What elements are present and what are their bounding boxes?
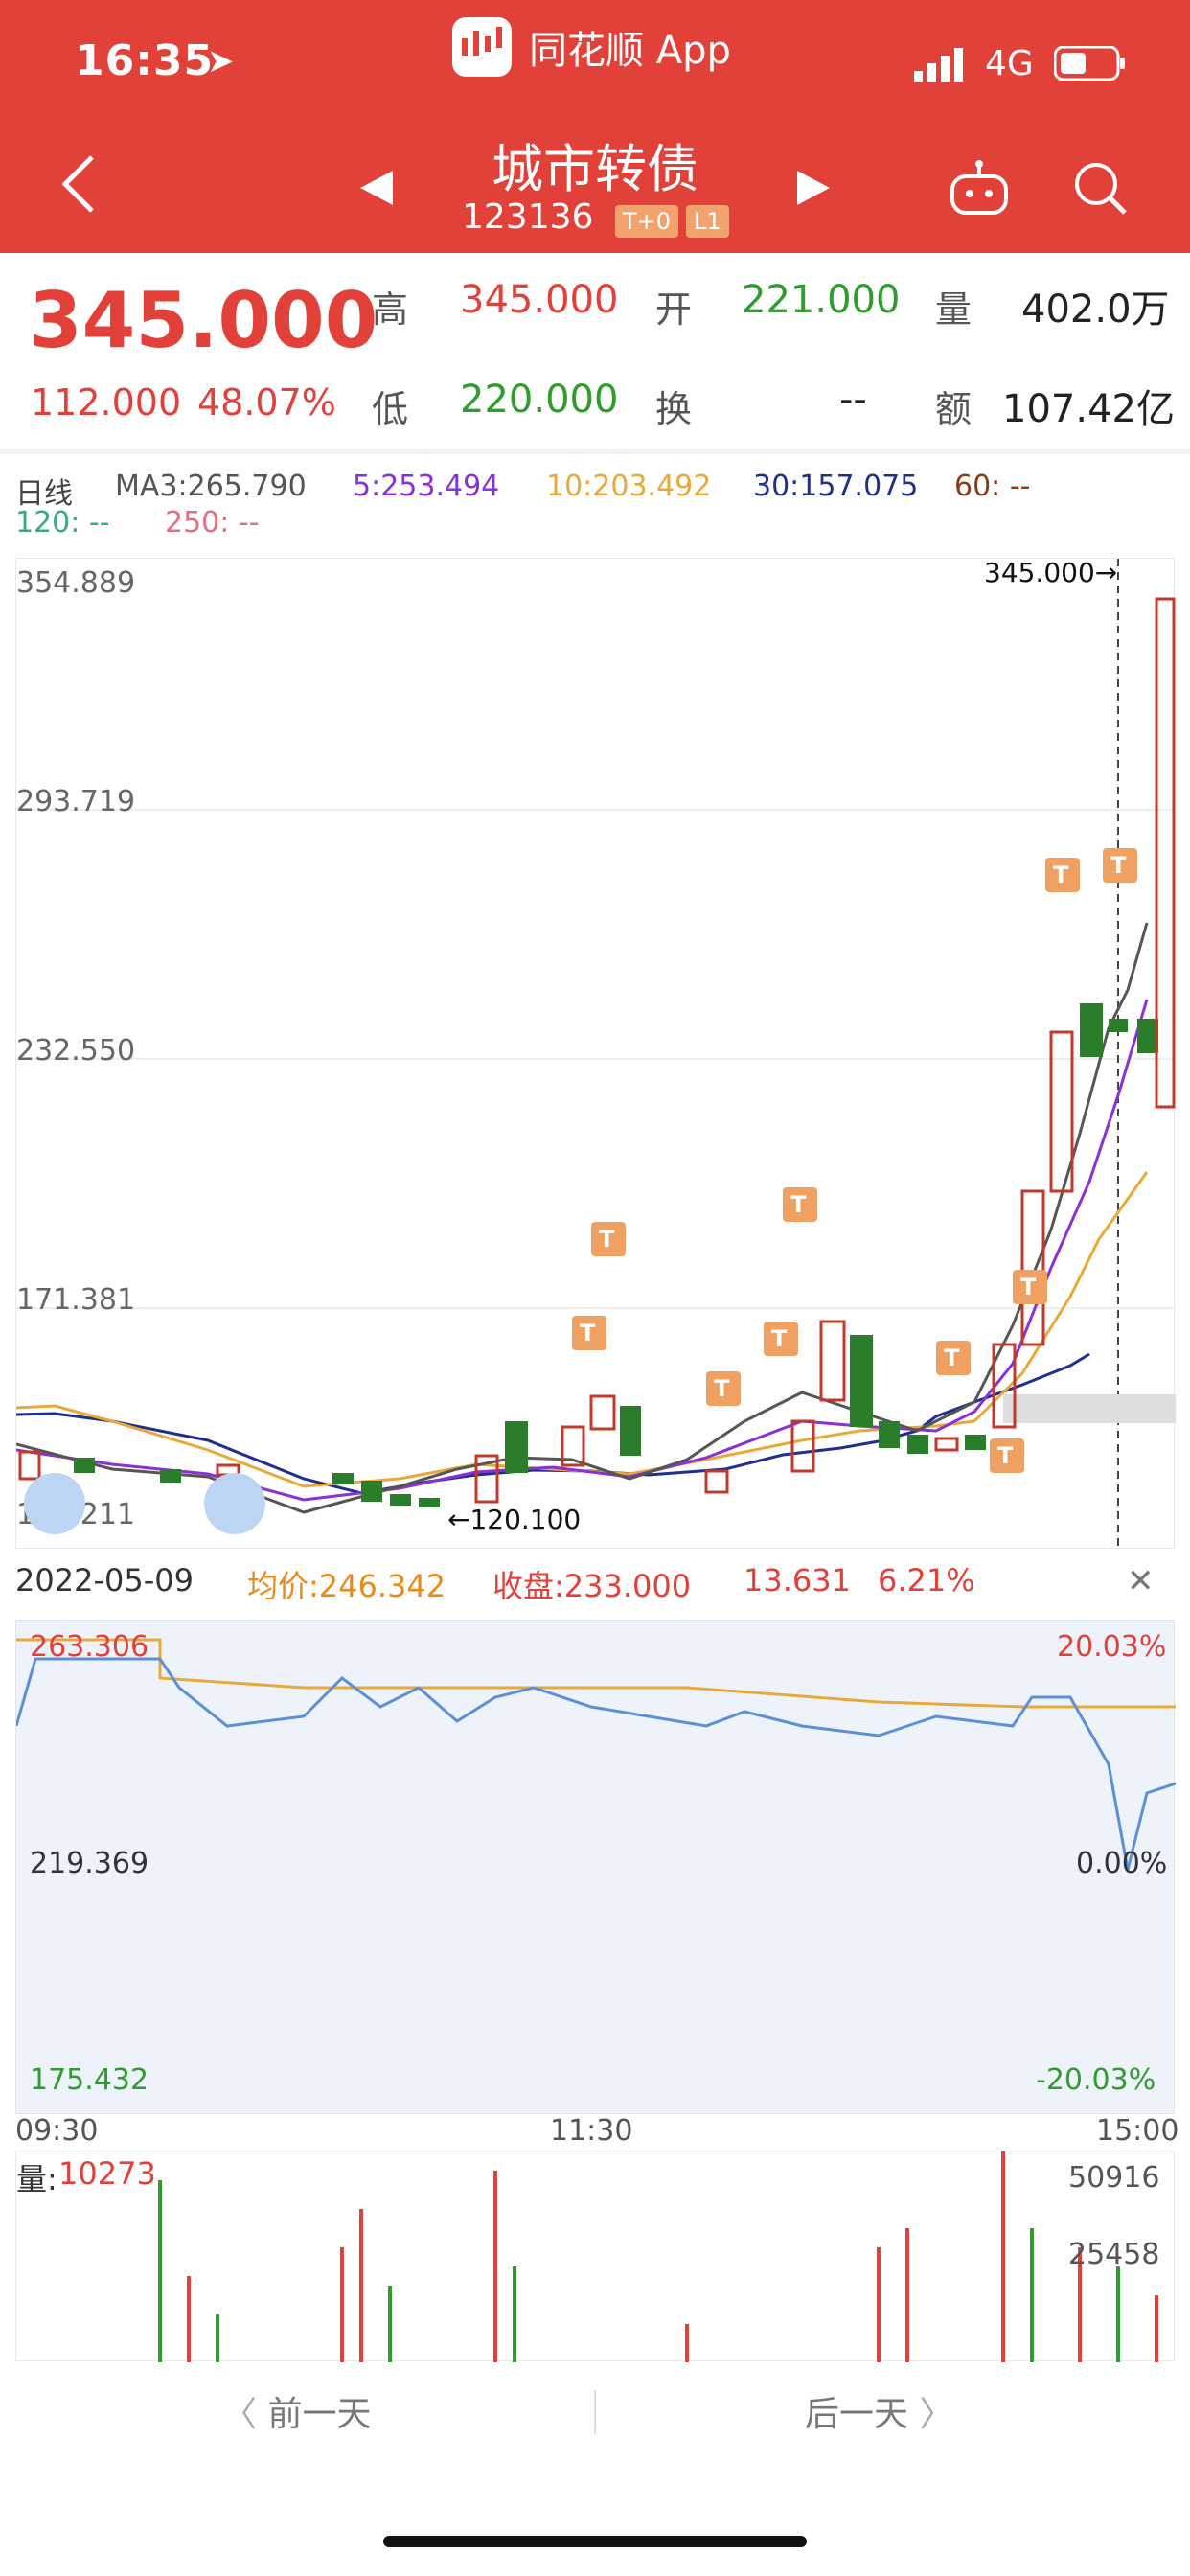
intraday-y-top: 263.306 [30, 1630, 149, 1664]
low-price-marker: ←120.100 [447, 1504, 582, 1535]
volume-value: 10273 [58, 2155, 156, 2192]
intraday-pct: 6.21% [878, 1562, 975, 1598]
intraday-pct-mid: 0.00% [1076, 1847, 1168, 1880]
battery-icon [1053, 45, 1127, 84]
close-icon[interactable]: ✕ [1127, 1562, 1155, 1600]
next-day-label: 后一天 [805, 2395, 909, 2434]
app-logo-icon [452, 17, 512, 77]
next-stock-icon[interactable] [795, 169, 832, 211]
high-label: 高 [372, 288, 409, 331]
intraday-date: 2022-05-09 [15, 1562, 194, 1598]
turnover-value: -- [839, 378, 867, 422]
back-icon[interactable] [59, 153, 98, 218]
intraday-y-bot: 175.432 [30, 2063, 149, 2097]
nav-divider [594, 2390, 596, 2434]
kline-y-label-3: 232.550 [16, 1034, 136, 1068]
ma3-value: MA3:265.790 [115, 470, 307, 503]
svg-text:T: T [771, 1325, 788, 1352]
ma30-value: 30:157.075 [753, 470, 919, 503]
svg-text:T: T [1020, 1274, 1037, 1300]
kline-chart[interactable]: T T T T T T T T T T 354.889 293.719 232.550 171… [15, 557, 1176, 1550]
volume-label: 量 [935, 288, 973, 331]
svg-text:T: T [599, 1226, 615, 1253]
intraday-y-mid: 219.369 [30, 1847, 149, 1880]
open-label: 开 [655, 288, 693, 331]
intraday-pct-bot: -20.03% [1036, 2063, 1156, 2097]
stock-code: 123136 [462, 197, 594, 237]
chevron-right-icon: 〉 [908, 2395, 954, 2434]
kline-y-label-4: 171.381 [16, 1283, 136, 1317]
next-day-button[interactable]: 后一天 〉 [805, 2386, 953, 2436]
divider [0, 448, 1190, 454]
svg-text:T: T [714, 1375, 730, 1402]
volume-value: 402.0万 [1021, 288, 1170, 332]
price-change: 112.000 [31, 381, 182, 424]
prev-day-label: 前一天 [267, 2395, 372, 2434]
volume-y-top: 50916 [1068, 2161, 1160, 2195]
period-label[interactable]: 日线 [15, 477, 73, 511]
ma250-value: 250: -- [165, 506, 260, 540]
high-value: 345.000 [460, 278, 619, 322]
svg-text:T: T [1110, 852, 1127, 879]
svg-text:T: T [580, 1320, 596, 1346]
app-name: 同花顺 App [529, 29, 731, 73]
intraday-time-axis: 09:30 11:30 15:00 [15, 2114, 1179, 2152]
network-type: 4G [985, 44, 1034, 83]
intraday-pct-top: 20.03% [1057, 1630, 1167, 1664]
intraday-close: 收盘:233.000 [492, 1568, 692, 1604]
time-start: 09:30 [15, 2114, 99, 2148]
expand-icon[interactable] [204, 1473, 265, 1534]
high-price-marker: 345.000→ [984, 557, 1118, 588]
volume-svg [158, 2151, 1158, 2362]
last-price: 345.000 [29, 276, 378, 365]
location-arrow-icon: ➤ [207, 42, 235, 80]
volume-y-mid: 25458 [1068, 2238, 1160, 2271]
status-time: 16:35 [75, 36, 215, 85]
ma60-value: 60: -- [954, 470, 1031, 503]
kline-svg: T T T T T T T T T T [15, 559, 1176, 1550]
svg-text:T: T [790, 1191, 807, 1218]
low-label: 低 [372, 388, 409, 430]
top-header: 16:35 ➤ 同花顺 App 4G 城市转债 123136 T+0 L1 [0, 0, 1190, 253]
home-indicator [383, 2536, 807, 2547]
chevron-left-icon: 〈 [222, 2395, 268, 2434]
ma120-value: 120: -- [15, 506, 110, 540]
day-navigation: 〈 前一天 后一天 〉 [0, 2386, 1190, 2457]
intraday-chg: 13.631 [744, 1562, 851, 1598]
svg-text:T: T [1053, 862, 1069, 888]
signal-icon [914, 46, 968, 86]
low-value: 220.000 [460, 378, 619, 422]
kline-y-label-1: 354.889 [16, 566, 136, 600]
collapse-icon[interactable] [24, 1473, 85, 1534]
svg-text:T: T [944, 1345, 960, 1371]
ma5-value: 5:253.494 [353, 470, 500, 503]
t0-badge: T+0 [615, 205, 679, 238]
time-end: 15:00 [1096, 2114, 1179, 2148]
intraday-svg [14, 1638, 1177, 1871]
open-value: 221.000 [742, 278, 901, 322]
prev-day-button[interactable]: 〈 前一天 [222, 2386, 371, 2436]
ma-legend: 日线 MA3:265.790 5:253.494 10:203.492 30:1… [15, 470, 1175, 546]
kline-y-label-2: 293.719 [16, 785, 136, 818]
time-mid: 11:30 [550, 2114, 633, 2148]
amount-value: 107.42亿 [1002, 387, 1175, 431]
robot-icon[interactable] [949, 159, 1010, 220]
stock-title: 城市转债 [492, 139, 698, 199]
svg-text:T: T [997, 1442, 1014, 1469]
intraday-avg: 均价:246.342 [247, 1568, 446, 1604]
prev-stock-icon[interactable] [358, 169, 395, 211]
search-icon[interactable] [1071, 159, 1129, 220]
volume-label: 量: [16, 2161, 57, 2197]
volume-chart[interactable]: 量: 10273 50916 25458 [15, 2150, 1175, 2362]
turnover-label: 换 [655, 388, 693, 430]
intraday-header: 2022-05-09 均价:246.342 收盘:233.000 13.631 … [15, 1562, 1175, 1610]
amount-label: 额 [935, 388, 973, 430]
l1-badge: L1 [686, 205, 729, 238]
intraday-chart[interactable]: 263.306 219.369 175.432 20.03% 0.00% -20… [14, 1620, 1177, 2114]
quote-panel: 345.000 112.000 48.07% 高 345.000 开 221.0… [0, 253, 1190, 454]
price-change-pct: 48.07% [197, 381, 336, 424]
ma10-value: 10:203.492 [546, 470, 712, 503]
